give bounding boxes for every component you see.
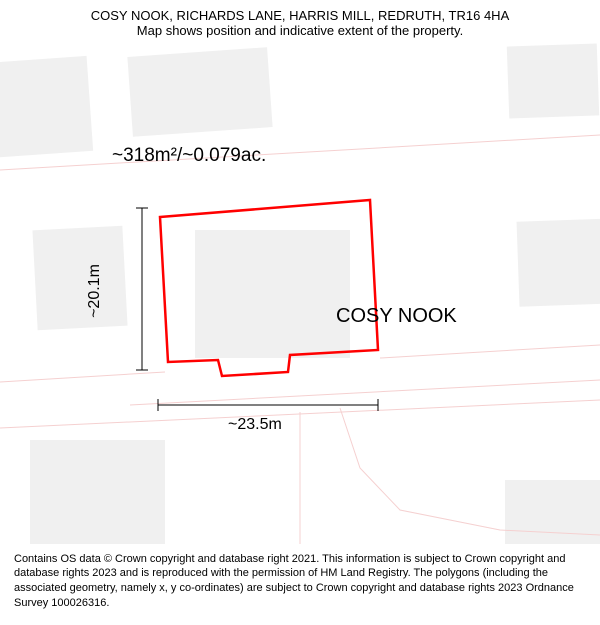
- dim-vertical-label: ~20.1m: [86, 264, 104, 318]
- header: COSY NOOK, RICHARDS LANE, HARRIS MILL, R…: [0, 0, 600, 42]
- area-label: ~318m²/~0.079ac.: [112, 145, 266, 167]
- map-area: ~318m²/~0.079ac. COSY NOOK ~20.1m ~23.5m: [0, 0, 600, 560]
- subtitle: Map shows position and indicative extent…: [20, 23, 580, 38]
- footer-copyright: Contains OS data © Crown copyright and d…: [0, 544, 600, 625]
- dim-horizontal-label: ~23.5m: [228, 416, 282, 434]
- property-label: COSY NOOK: [336, 305, 457, 328]
- address-title: COSY NOOK, RICHARDS LANE, HARRIS MILL, R…: [20, 8, 580, 23]
